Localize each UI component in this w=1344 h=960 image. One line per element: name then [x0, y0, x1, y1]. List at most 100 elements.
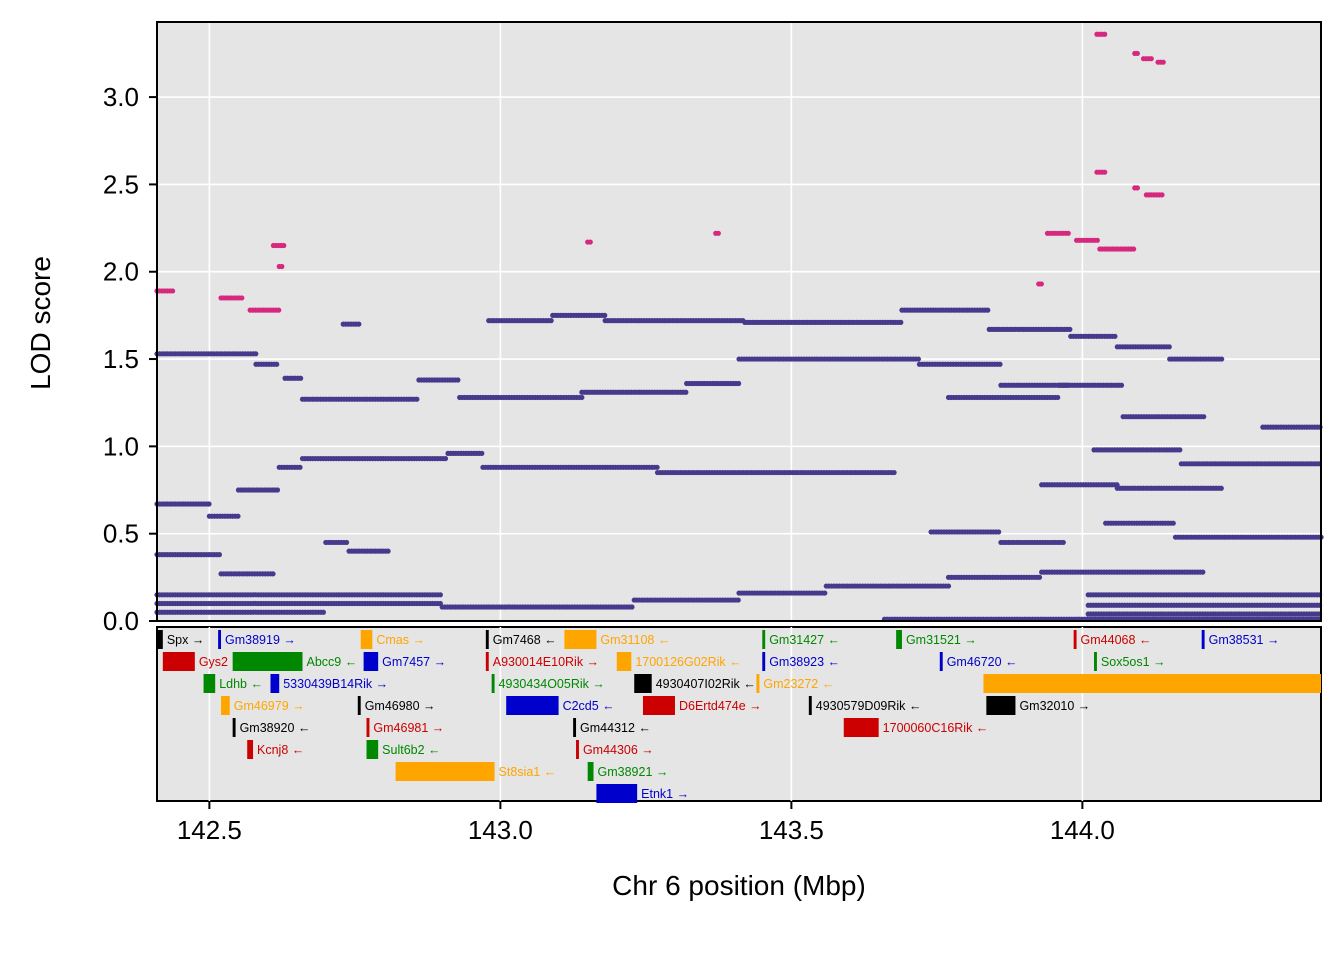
lod-segment-point — [1036, 574, 1043, 580]
lod-segment-point — [253, 351, 259, 357]
gene: Gm38920 ← — [232, 718, 310, 737]
gene: 4930407I02Rik ← — [634, 674, 756, 693]
gene-label: Gm32010 → — [1019, 699, 1090, 713]
gene-bar — [642, 696, 675, 715]
lod-peak-segment-point — [1159, 192, 1165, 198]
lod-segment — [823, 583, 952, 589]
gene-label: Gm31521 → — [906, 633, 977, 647]
lod-segment — [154, 600, 443, 607]
lod-peak-segment — [270, 242, 287, 249]
gene-panel-grid — [208, 627, 1084, 801]
lod-segment — [736, 590, 828, 596]
lod-segment — [1039, 569, 1206, 575]
gene: Spx → — [157, 630, 204, 649]
gene-bar — [157, 630, 163, 649]
lod-segment — [154, 501, 212, 507]
lod-peak-segment-point — [1065, 230, 1071, 236]
lod-segment — [945, 574, 1043, 580]
gene: Gm7457 → — [363, 652, 446, 671]
lod-segment — [654, 469, 897, 476]
gene: C2cd5 ← — [506, 696, 615, 715]
lod-segment-point — [1118, 382, 1125, 388]
gene: Gm46979 → — [221, 696, 305, 715]
gene-bar — [232, 652, 303, 671]
lod-peak-segment — [1143, 192, 1165, 198]
lod-segment — [928, 529, 1002, 535]
lod-segment-point — [320, 609, 326, 615]
lod-peak-segment — [1094, 169, 1108, 175]
gene-label: 5330439B14Rik → — [283, 677, 388, 691]
lod-segment-point — [602, 312, 608, 318]
gene-bar — [485, 652, 489, 671]
lod-peak-segment — [1132, 185, 1140, 191]
gene-label: Gm7457 → — [382, 655, 446, 669]
x-axis: 142.5 143.0 143.5 144.0 — [177, 801, 1115, 845]
lod-segment — [986, 326, 1073, 332]
lod-segment — [602, 318, 746, 324]
gene: D6Ertd474e → — [642, 696, 762, 715]
gene-bar — [203, 674, 216, 693]
gene: 4930579D09Rik ← — [808, 696, 922, 715]
lod-peak-segment — [1036, 281, 1044, 287]
lod-segment — [154, 609, 326, 615]
lod-peak-segment-point — [276, 307, 282, 313]
lod-segment-point — [997, 361, 1003, 367]
lod-segment-point — [548, 318, 554, 324]
lod-segment — [1056, 382, 1125, 388]
gene-track: Spx → Gm38919 → Cmas → Gm7468 ← Gm31108 ← Gm3… — [157, 630, 1321, 803]
lod-segment — [416, 377, 461, 383]
x-tick-label: 144.0 — [1050, 815, 1115, 845]
gene-bar — [1201, 630, 1205, 649]
lod-segment-point — [1060, 539, 1066, 546]
gene-label: Gm31108 ← — [600, 633, 670, 647]
gene-bar — [762, 630, 766, 649]
gene: Gm38921 → — [587, 762, 669, 781]
lod-segment — [206, 513, 241, 519]
gene-bar — [596, 784, 638, 803]
gene-bar — [573, 718, 577, 737]
gene-bar — [762, 652, 766, 671]
lod-segment-point — [579, 394, 585, 401]
gene: Gm38923 ← — [762, 652, 840, 671]
gene-bar — [564, 630, 597, 649]
gene-bar — [366, 718, 370, 737]
gene-bar — [491, 674, 495, 693]
lod-segment — [1085, 602, 1323, 608]
gene: Gm38919 → — [218, 630, 296, 649]
lod-segment — [282, 375, 304, 381]
lod-segment-point — [898, 319, 904, 325]
gene: Gm46981 → — [366, 718, 444, 737]
lod-peak-segment-point — [281, 242, 287, 249]
lod-segment — [154, 592, 443, 598]
lod-peak-segment-point — [1148, 56, 1154, 62]
gene-label: Gm38921 → — [598, 765, 669, 779]
gene: Gm44306 → — [576, 740, 654, 759]
gene-bar — [843, 718, 879, 737]
lod-peak-segment-point — [1102, 31, 1108, 37]
lod-peak-segment — [247, 307, 282, 313]
gene-label: Sox5os1 → — [1101, 655, 1166, 669]
lod-peak-segment — [218, 295, 245, 301]
lod-segment — [253, 361, 280, 367]
lod-segment — [1114, 485, 1224, 491]
gene: Gm31521 → — [896, 630, 977, 649]
lod-segment-point — [437, 592, 443, 598]
gene-bar — [576, 740, 579, 759]
gene-bar — [634, 674, 652, 693]
lod-segment — [276, 464, 303, 470]
lod-segment — [299, 455, 449, 462]
gene: Gm38531 → — [1201, 630, 1279, 649]
gene-label: 4930579D09Rik ← — [816, 699, 922, 713]
y-axis-title: LOD score — [25, 256, 56, 390]
lod-segment — [445, 450, 485, 456]
lod-segment-point — [414, 396, 420, 402]
gene-bar — [395, 762, 495, 781]
lod-segment — [1172, 534, 1324, 540]
lod-peak-segment — [276, 263, 285, 270]
lod-segment-point — [479, 450, 485, 456]
lod-segment — [1103, 520, 1176, 526]
gene-label: 4930434O05Rik → — [499, 677, 605, 691]
x-tick-label: 143.5 — [759, 815, 824, 845]
lod-segment-point — [683, 389, 689, 395]
lod-segment-point — [274, 487, 281, 493]
